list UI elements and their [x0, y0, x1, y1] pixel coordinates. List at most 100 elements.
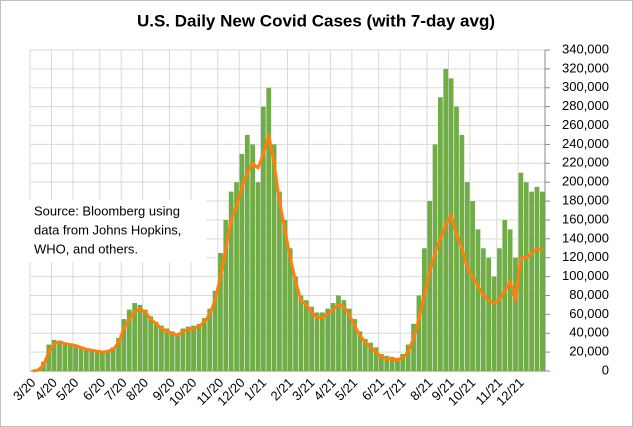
annotation-line: data from Johns Hopkins, — [34, 222, 181, 237]
y-tick-label: 140,000 — [562, 230, 609, 245]
bar — [389, 356, 395, 371]
bar — [352, 319, 357, 371]
bar — [228, 191, 234, 371]
bar — [175, 333, 180, 371]
bar — [73, 344, 78, 371]
bar — [336, 295, 341, 371]
bar — [78, 346, 84, 371]
bar — [207, 308, 213, 371]
bar — [319, 312, 325, 371]
annotation-box — [28, 200, 206, 262]
bar — [89, 349, 95, 371]
bar — [529, 191, 534, 371]
bar — [260, 106, 266, 371]
bar — [325, 308, 331, 371]
bar — [470, 201, 475, 371]
bar — [443, 68, 449, 371]
bar — [309, 306, 315, 371]
bar — [513, 257, 518, 371]
bar — [57, 340, 62, 371]
bar — [148, 316, 154, 371]
bar — [132, 303, 137, 371]
bar — [153, 321, 159, 371]
y-tick-label: 40,000 — [569, 325, 609, 340]
bar — [534, 186, 540, 371]
bar — [293, 276, 298, 371]
y-tick-label: 160,000 — [562, 211, 609, 226]
bar — [357, 331, 363, 371]
bar — [416, 295, 422, 371]
bar — [191, 325, 197, 371]
bar — [378, 354, 384, 371]
y-tick-label: 340,000 — [562, 41, 609, 56]
bar — [368, 342, 374, 371]
bar — [539, 191, 545, 371]
bar — [223, 219, 229, 371]
bar — [266, 87, 272, 371]
y-tick-label: 120,000 — [562, 249, 609, 264]
annotation-line: Source: Bloomberg using — [34, 203, 180, 218]
bar — [454, 106, 459, 371]
y-tick-label: 20,000 — [569, 344, 609, 359]
bar — [421, 248, 427, 371]
y-tick-label: 60,000 — [569, 306, 609, 321]
bar — [373, 347, 379, 371]
bar — [62, 342, 68, 371]
y-tick-label: 220,000 — [562, 155, 609, 170]
bar — [518, 172, 524, 371]
bar — [427, 201, 433, 371]
bar — [105, 350, 111, 371]
bar — [491, 276, 497, 371]
bar — [330, 303, 336, 371]
bar — [475, 229, 481, 371]
bar — [255, 182, 261, 371]
bar — [405, 344, 411, 371]
bar — [121, 319, 127, 371]
bar — [164, 328, 170, 371]
annotation-line: WHO, and others. — [34, 241, 138, 256]
bar — [218, 252, 223, 371]
annotation: Source: Bloomberg using data from Johns … — [28, 200, 206, 262]
bar — [287, 248, 293, 371]
bar — [303, 300, 309, 371]
y-tick-label: 240,000 — [562, 136, 609, 151]
bar — [250, 144, 256, 371]
bar — [83, 348, 89, 371]
y-tick-label: 80,000 — [569, 287, 609, 302]
bar — [341, 300, 347, 371]
bar — [448, 78, 454, 371]
bar — [282, 219, 288, 371]
bar — [51, 339, 57, 371]
bar — [201, 318, 207, 371]
bar — [244, 134, 250, 371]
chart-title: U.S. Daily New Covid Cases (with 7-day a… — [137, 11, 495, 30]
y-tick-label: 100,000 — [562, 268, 609, 283]
y-tick-label: 180,000 — [562, 192, 609, 207]
bar — [346, 308, 352, 371]
bar — [185, 326, 191, 371]
bar — [277, 191, 282, 371]
bar — [507, 229, 513, 371]
y-tick-label: 200,000 — [562, 174, 609, 189]
bar — [271, 144, 277, 371]
bar — [234, 182, 239, 371]
bar — [362, 338, 368, 371]
bar — [464, 182, 470, 371]
bar — [314, 312, 320, 371]
bar — [384, 355, 390, 371]
bar — [212, 290, 218, 371]
bar — [523, 182, 529, 371]
bar — [480, 248, 486, 371]
bar — [137, 304, 143, 371]
bar — [411, 323, 416, 371]
bar — [94, 350, 100, 371]
bar — [46, 344, 52, 371]
y-tick-label: 300,000 — [562, 79, 609, 94]
y-tick-label: 280,000 — [562, 98, 609, 113]
bar — [395, 357, 400, 371]
bar — [169, 331, 175, 371]
bar — [486, 257, 492, 371]
bar — [298, 295, 304, 371]
bar — [159, 325, 164, 371]
